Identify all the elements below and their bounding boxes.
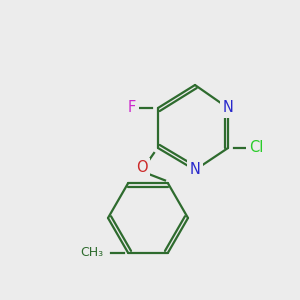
- Text: CH₃: CH₃: [80, 246, 103, 259]
- Text: Cl: Cl: [249, 140, 263, 155]
- Text: O: O: [136, 160, 148, 175]
- Text: N: N: [223, 100, 233, 116]
- Text: F: F: [128, 100, 136, 116]
- Text: N: N: [190, 163, 200, 178]
